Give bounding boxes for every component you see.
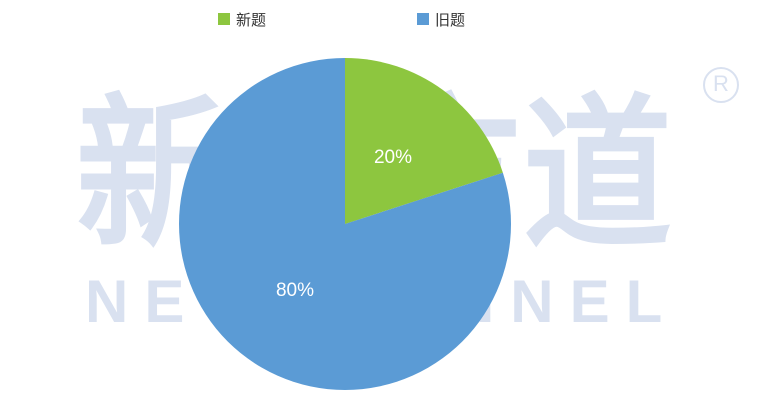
- svg-text:20%: 20%: [374, 147, 412, 168]
- svg-text:80%: 80%: [276, 280, 314, 301]
